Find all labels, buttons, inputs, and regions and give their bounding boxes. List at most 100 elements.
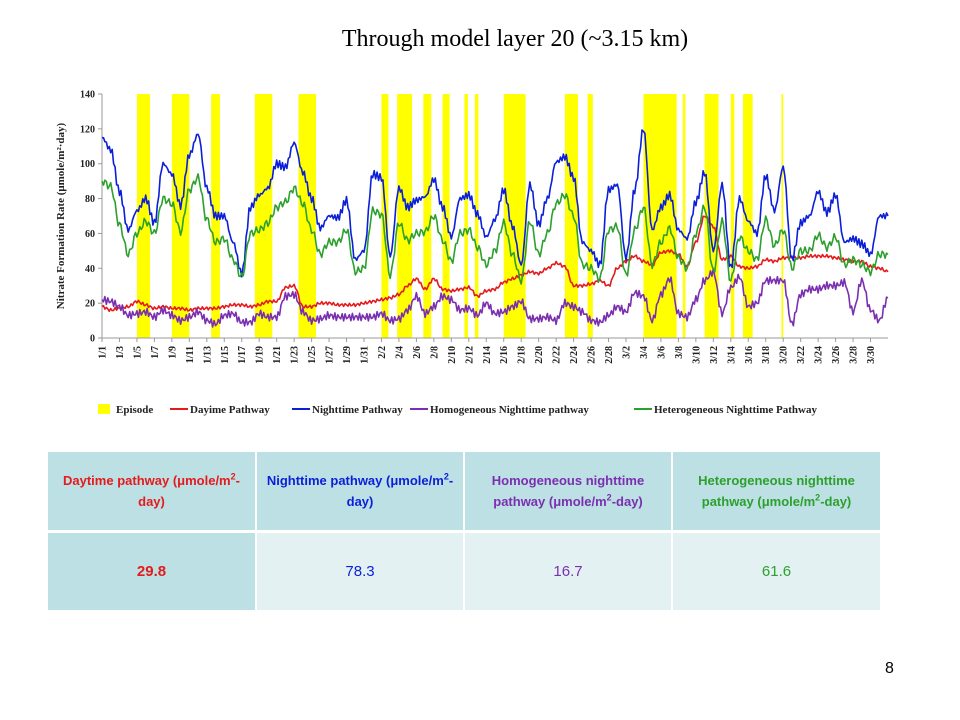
nitrate-formation-chart: 0 20 40 60 80 100 120 140 1/1 1/3 1/5 1/7 1/9 1/11 1/1…: [55, 90, 889, 416]
x-tick-label: 1/3: [115, 346, 126, 359]
x-tick-label: 3/8: [674, 346, 685, 359]
x-tick-label: 3/30: [866, 346, 877, 364]
x-tick-label: 3/22: [796, 346, 807, 364]
legend-swatch-episode: [98, 404, 110, 414]
episode-bands: [136, 94, 784, 338]
x-tick-label: 3/18: [761, 346, 772, 364]
x-tick-label: 3/14: [726, 346, 737, 364]
episode-band: [136, 94, 151, 338]
legend-item-3: Nighttime Pathway: [292, 404, 403, 416]
x-tick-label: 2/6: [412, 346, 423, 359]
x-tick-label: 2/22: [552, 346, 563, 364]
table-header-row: Daytime pathway (μmole/m2-day) Nighttime…: [48, 452, 880, 533]
episode-band: [442, 94, 450, 338]
legend-item-5: Heterogeneous Nighttime Pathway: [634, 404, 817, 416]
legend: Episode Dayime Pathway Nighttime Pathway Ho…: [98, 404, 817, 416]
value-heterogeneous: 61.6: [672, 531, 880, 610]
axes: [98, 93, 888, 342]
x-tick-label: 1/7: [150, 346, 161, 359]
x-tick-label: 3/20: [779, 346, 790, 364]
x-tick-label: 2/2: [377, 346, 388, 359]
x-tick-label: 2/16: [499, 346, 510, 364]
header-homogeneous: Homogeneous nighttime pathway (μmole/m2-…: [464, 452, 673, 533]
x-tick-label: 1/9: [167, 346, 178, 359]
x-tick-label: 3/10: [691, 346, 702, 364]
x-tick-label: 3/6: [656, 346, 667, 359]
y-tick-label: 140: [80, 90, 95, 101]
series-lines: [101, 129, 889, 328]
legend-item-2: Dayime Pathway: [170, 404, 270, 416]
value-homogeneous: 16.7: [464, 531, 673, 610]
y-tick-label: 0: [90, 334, 95, 345]
table-row: 29.8 78.3 16.7 61.6: [48, 531, 880, 610]
y-tick-label: 40: [85, 264, 95, 275]
x-tick-label: 2/10: [447, 346, 458, 364]
x-tick-label: 2/8: [429, 346, 440, 359]
x-tick-label: 1/31: [360, 346, 371, 364]
x-tick-label: 2/24: [569, 346, 580, 364]
x-tick-label: 1/17: [237, 346, 248, 364]
value-daytime: 29.8: [48, 531, 257, 610]
page-number: 8: [885, 660, 894, 677]
value-nighttime: 78.3: [256, 531, 465, 610]
episode-band: [781, 94, 784, 338]
episode-band: [564, 94, 578, 338]
x-tick-label: 1/11: [185, 346, 196, 363]
episode-band: [643, 94, 677, 338]
summary-table: Daytime pathway (μmole/m2-day) Nighttime…: [48, 452, 880, 610]
series-line-3: [101, 267, 889, 328]
legend-label: Episode: [116, 404, 153, 416]
x-tick-label: 2/14: [482, 346, 493, 364]
x-tick-label: 2/28: [604, 346, 615, 364]
episode-band: [423, 94, 432, 338]
episode-band: [464, 94, 468, 338]
legend-label: Dayime Pathway: [190, 404, 270, 416]
x-tick-label: 2/26: [587, 346, 598, 364]
x-tick-label: 1/15: [220, 346, 231, 364]
y-axis-label: Nitrate Formation Rate (μmole/m²·day): [55, 122, 67, 309]
x-tick-label: 1/29: [342, 346, 353, 364]
y-tick-label: 60: [85, 229, 95, 240]
y-tick-label: 80: [85, 194, 95, 205]
episode-band: [587, 94, 593, 338]
x-tick-label: 3/4: [639, 346, 650, 359]
episode-band: [397, 94, 413, 338]
x-tick-label: 2/12: [464, 346, 475, 364]
y-tick-label: 120: [80, 124, 95, 135]
x-tick-label: 3/12: [709, 346, 720, 364]
x-tick-label: 1/27: [325, 346, 336, 364]
x-tick-label: 1/21: [272, 346, 283, 364]
episode-band: [743, 94, 753, 338]
y-tick-label: 20: [85, 299, 95, 310]
x-tick-label: 1/1: [98, 346, 109, 359]
x-tick-label: 3/28: [849, 346, 860, 364]
legend-item-4: Homogeneous Nighttime pathway: [410, 404, 589, 416]
x-tick-label: 3/26: [831, 346, 842, 364]
x-tick-label: 2/20: [534, 346, 545, 364]
axis-labels: 0 20 40 60 80 100 120 140 1/1 1/3 1/5 1/7 1/9 1/11 1/1…: [55, 90, 877, 364]
x-tick-label: 1/19: [255, 346, 266, 364]
x-tick-label: 1/13: [202, 346, 213, 364]
legend-item-1: Episode: [98, 404, 153, 416]
episode-band: [682, 94, 686, 338]
legend-label: Nighttime Pathway: [312, 404, 403, 416]
x-tick-label: 2/4: [394, 346, 405, 359]
x-tick-label: 3/24: [814, 346, 825, 364]
episode-band: [171, 94, 190, 338]
slide-title: Through model layer 20 (~3.15 km): [341, 26, 689, 52]
series-line-1: [101, 215, 889, 313]
x-tick-label: 1/5: [132, 346, 143, 359]
header-nighttime: Nighttime pathway (μmole/m2-day): [256, 452, 465, 533]
episode-band: [254, 94, 273, 338]
episode-band: [381, 94, 389, 338]
x-tick-label: 1/25: [307, 346, 318, 364]
legend-label: Heterogeneous Nighttime Pathway: [654, 404, 817, 416]
x-tick-label: 3/16: [744, 346, 755, 364]
series-line-4: [101, 173, 889, 285]
header-heterogeneous: Heterogeneous nighttime pathway (μmole/m…: [672, 452, 880, 533]
x-tick-label: 1/23: [290, 346, 301, 364]
x-tick-label: 2/18: [517, 346, 528, 364]
episode-band: [730, 94, 735, 338]
legend-label: Homogeneous Nighttime pathway: [430, 404, 589, 416]
header-daytime: Daytime pathway (μmole/m2-day): [48, 452, 257, 533]
